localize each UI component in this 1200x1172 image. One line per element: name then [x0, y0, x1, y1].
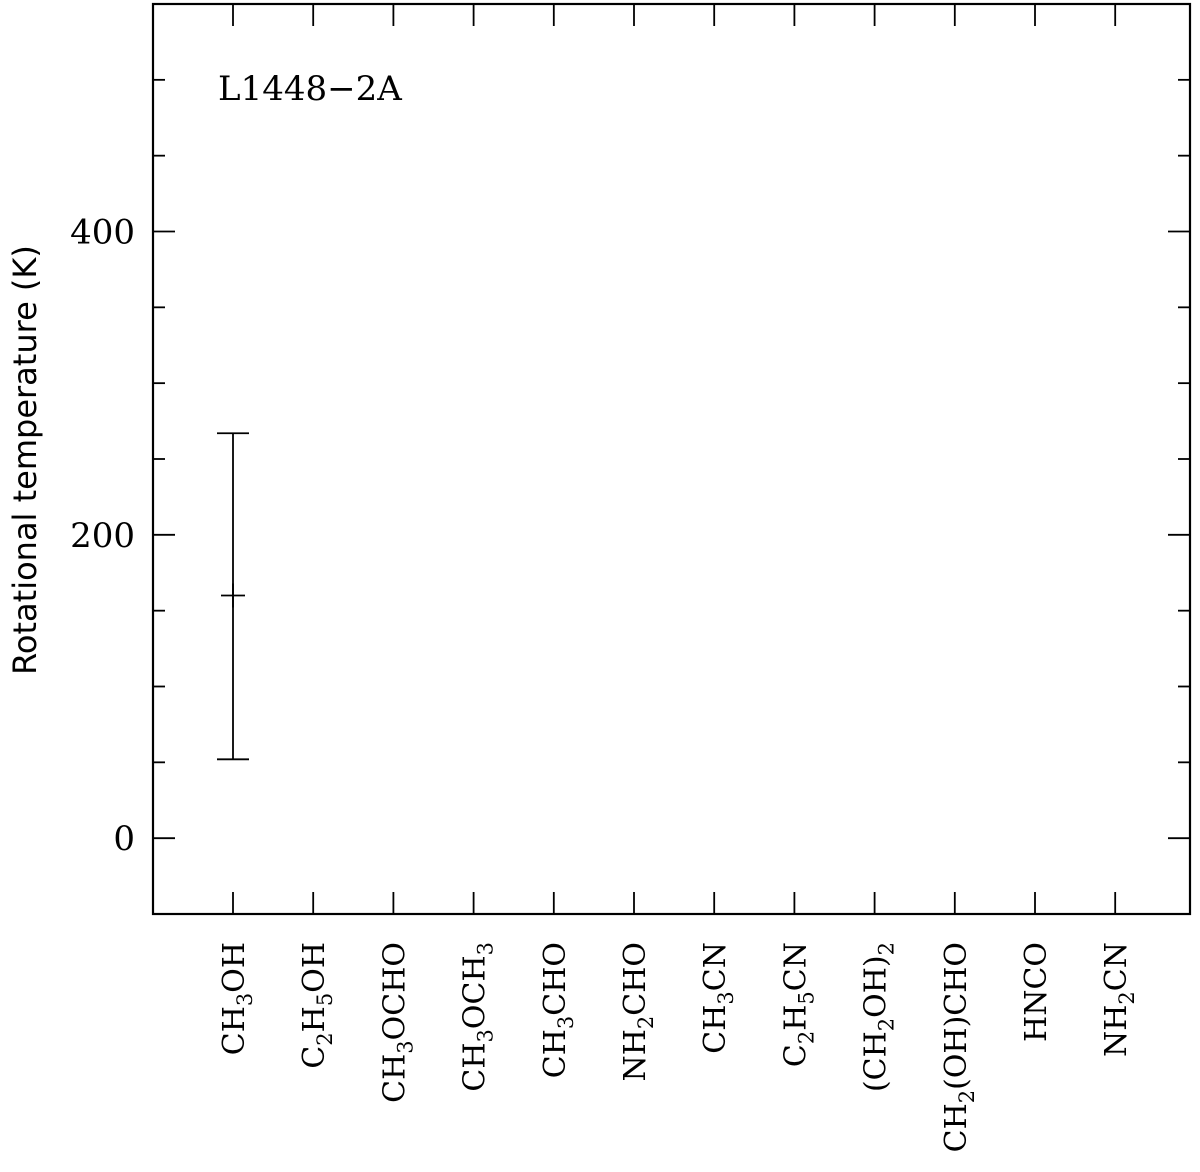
x-category-label: CH3OCH3: [458, 942, 498, 1092]
plot-frame: [151, 2, 1192, 916]
x-category-label: CH2(OH)CHO: [939, 942, 979, 1152]
y-tick-label: 200: [70, 516, 135, 556]
chart-title: L1448−2A: [218, 69, 402, 109]
x-category-label: C2H5CN: [778, 942, 818, 1067]
x-category-label: (CH2OH)2: [859, 942, 899, 1092]
x-category-label: CH3CHO: [538, 942, 578, 1078]
plot-border: [151, 2, 1192, 916]
y-axis-label: Rotational temperature (K): [6, 245, 44, 675]
data-points: [217, 432, 249, 761]
data-point-ch3oh: [217, 432, 249, 761]
y-tick-label: 0: [113, 819, 135, 859]
y-tick-label: 400: [70, 213, 135, 253]
axis-ticks: [153, 3, 1190, 915]
x-category-label: C2H5OH: [297, 942, 337, 1069]
x-category-label: CH3CN: [698, 942, 738, 1054]
x-category-label: CH3OH: [217, 942, 257, 1055]
x-category-label: NH2CHO: [618, 942, 658, 1082]
x-tick-labels: CH3OH C2H5OH CH3OCHO CH3OCH3 CH3CHO NH2CHO CH3…: [217, 942, 1139, 1152]
x-category-label: NH2CN: [1099, 942, 1139, 1057]
y-tick-labels: 0 200 400: [70, 213, 135, 860]
x-category-label: HNCO: [1019, 942, 1054, 1042]
x-category-label: CH3OCHO: [377, 942, 417, 1103]
